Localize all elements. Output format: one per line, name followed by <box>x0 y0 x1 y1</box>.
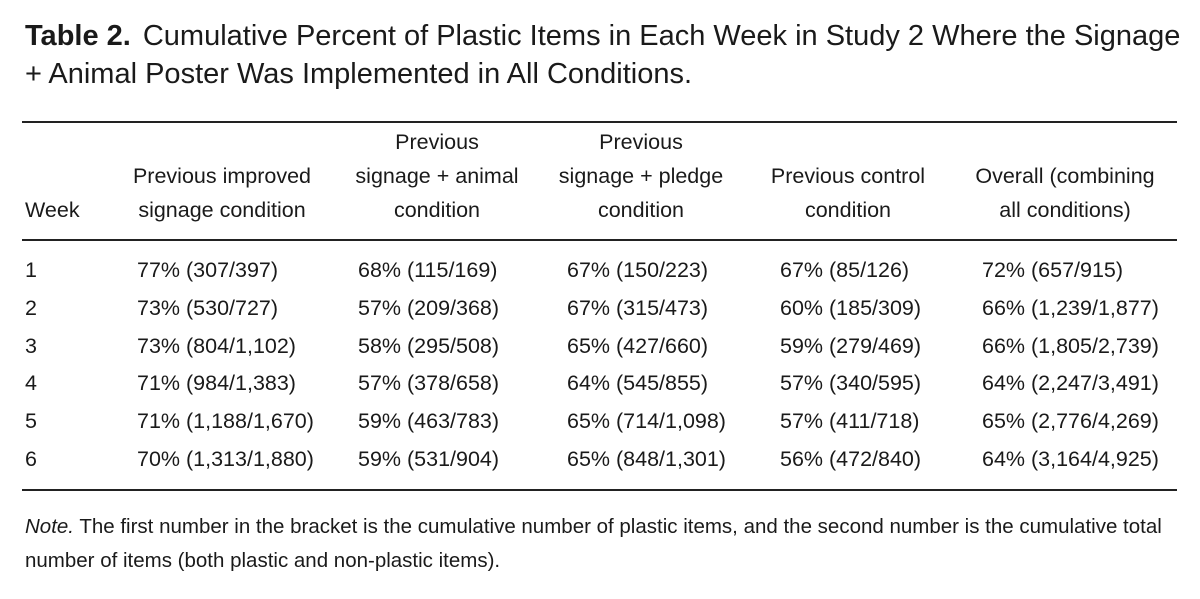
table-cell: 64% (545/855) <box>567 371 709 396</box>
table-cell: 66% (1,805/2,739) <box>982 333 1159 358</box>
table-cell: 67% (150/223) <box>567 258 709 282</box>
table-cell: 73% (804/1,102) <box>137 333 296 358</box>
bottom-rule <box>22 489 1177 491</box>
column-header: signage condition <box>138 198 306 222</box>
table-cell: 59% (279/469) <box>780 333 922 358</box>
table-title: Table 2. Cumulative Percent of Plastic It… <box>25 17 1185 93</box>
column-header: condition <box>597 198 685 222</box>
column-header: Previous <box>599 130 683 154</box>
column-header: Previous <box>395 130 479 154</box>
column-header: Week <box>25 198 80 222</box>
table-cell: 59% (463/783) <box>358 409 500 434</box>
column-header: Overall (combining <box>975 164 1155 188</box>
column-header: all conditions) <box>999 198 1131 222</box>
table-cell: 65% (848/1,301) <box>567 447 726 471</box>
table-cell: 65% (714/1,098) <box>567 409 726 434</box>
column-header: signage + pledge <box>558 164 724 188</box>
week-cell: 2 <box>25 295 37 320</box>
table-cell: 64% (3,164/4,925) <box>982 447 1159 471</box>
table-cell: 65% (427/660) <box>567 333 709 358</box>
column-header: Previous control <box>770 164 926 188</box>
column-header: Previous improved <box>132 164 312 188</box>
table-cell: 57% (340/595) <box>780 371 922 396</box>
table-cell: 68% (115/169) <box>358 258 498 282</box>
table-cell: 56% (472/840) <box>780 447 922 471</box>
table-cell: 71% (1,188/1,670) <box>137 409 314 434</box>
header-rule <box>22 239 1177 241</box>
week-cell: 3 <box>25 333 37 358</box>
title-text: Cumulative Percent of Plastic Items in E… <box>25 20 1181 90</box>
table-cell: 57% (411/718) <box>780 409 920 434</box>
week-cell: 5 <box>25 409 37 434</box>
table-cell: 57% (209/368) <box>358 295 500 320</box>
week-cell: 1 <box>25 258 37 282</box>
table-cell: 58% (295/508) <box>358 333 500 358</box>
table-cell: 67% (85/126) <box>780 258 910 282</box>
table-cell: 73% (530/727) <box>137 295 279 320</box>
table-cell: 72% (657/915) <box>982 258 1124 282</box>
note-text: The first number in the bracket is the c… <box>25 515 1162 572</box>
table-cell: 67% (315/473) <box>567 295 709 320</box>
table-note: Note. The first number in the bracket is… <box>25 510 1175 578</box>
note-label: Note. <box>25 515 74 538</box>
column-header: condition <box>393 198 481 222</box>
table-cell: 57% (378/658) <box>358 371 500 396</box>
table-cell: 59% (531/904) <box>358 447 500 471</box>
column-header: signage + animal <box>355 164 519 188</box>
table-cell: 77% (307/397) <box>137 258 279 282</box>
table-label: Table 2. <box>25 20 131 52</box>
table-cell: 71% (984/1,383) <box>137 371 296 396</box>
table-cell: 65% (2,776/4,269) <box>982 409 1159 434</box>
column-header: condition <box>804 198 892 222</box>
table-cell: 64% (2,247/3,491) <box>982 371 1159 396</box>
week-cell: 4 <box>25 371 37 396</box>
top-rule <box>22 121 1177 123</box>
table-cell: 66% (1,239/1,877) <box>982 295 1159 320</box>
table-cell: 60% (185/309) <box>780 295 922 320</box>
table-cell: 70% (1,313/1,880) <box>137 447 314 471</box>
week-cell: 6 <box>25 447 37 471</box>
